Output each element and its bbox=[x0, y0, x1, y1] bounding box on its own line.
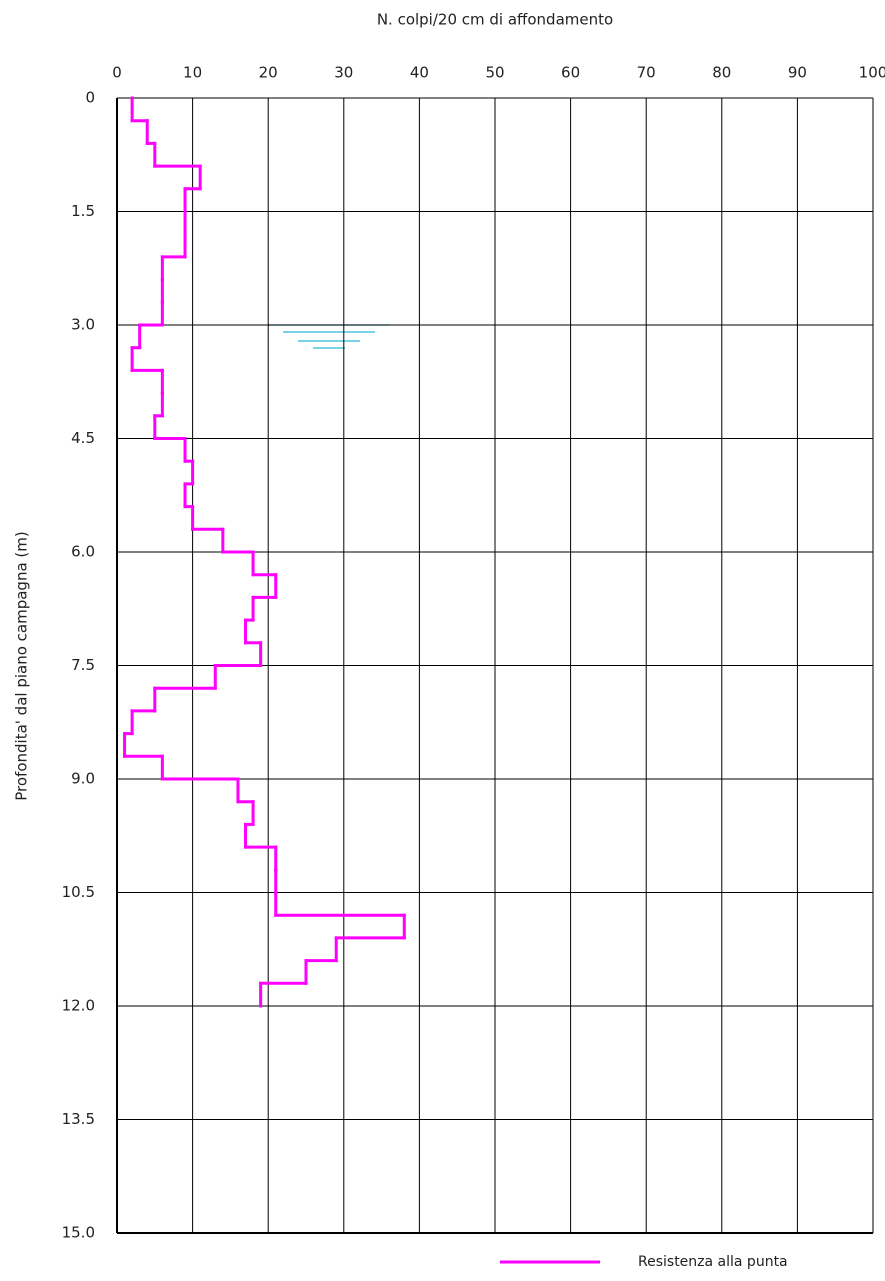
x-tick-label: 60 bbox=[561, 64, 580, 82]
x-axis-title: N. colpi/20 cm di affondamento bbox=[377, 11, 613, 29]
y-tick-label: 15.0 bbox=[62, 1224, 95, 1242]
y-axis-title: Profondita' dal piano campagna (m) bbox=[13, 531, 31, 800]
x-tick-label: 100 bbox=[859, 64, 885, 82]
y-tick-label: 6.0 bbox=[71, 543, 95, 561]
legend-label: Resistenza alla punta bbox=[638, 1254, 788, 1270]
y-tick-label: 1.5 bbox=[71, 202, 95, 220]
x-tick-label: 0 bbox=[112, 64, 122, 82]
y-tick-label: 3.0 bbox=[71, 316, 95, 334]
x-tick-label: 50 bbox=[485, 64, 504, 82]
y-tick-label: 13.5 bbox=[62, 1110, 95, 1128]
x-tick-label: 30 bbox=[334, 64, 353, 82]
x-tick-label: 80 bbox=[712, 64, 731, 82]
x-tick-label: 20 bbox=[259, 64, 278, 82]
x-tick-label: 90 bbox=[788, 64, 807, 82]
x-tick-label: 70 bbox=[637, 64, 656, 82]
y-tick-label: 0 bbox=[85, 89, 95, 107]
y-tick-label: 9.0 bbox=[71, 770, 95, 788]
y-tick-label: 4.5 bbox=[71, 429, 95, 447]
y-tick-label: 7.5 bbox=[71, 656, 95, 674]
y-tick-label: 12.0 bbox=[62, 997, 95, 1015]
x-tick-label: 40 bbox=[410, 64, 429, 82]
y-tick-label: 10.5 bbox=[62, 883, 95, 901]
water-table bbox=[268, 324, 390, 349]
x-tick-label: 10 bbox=[183, 64, 202, 82]
